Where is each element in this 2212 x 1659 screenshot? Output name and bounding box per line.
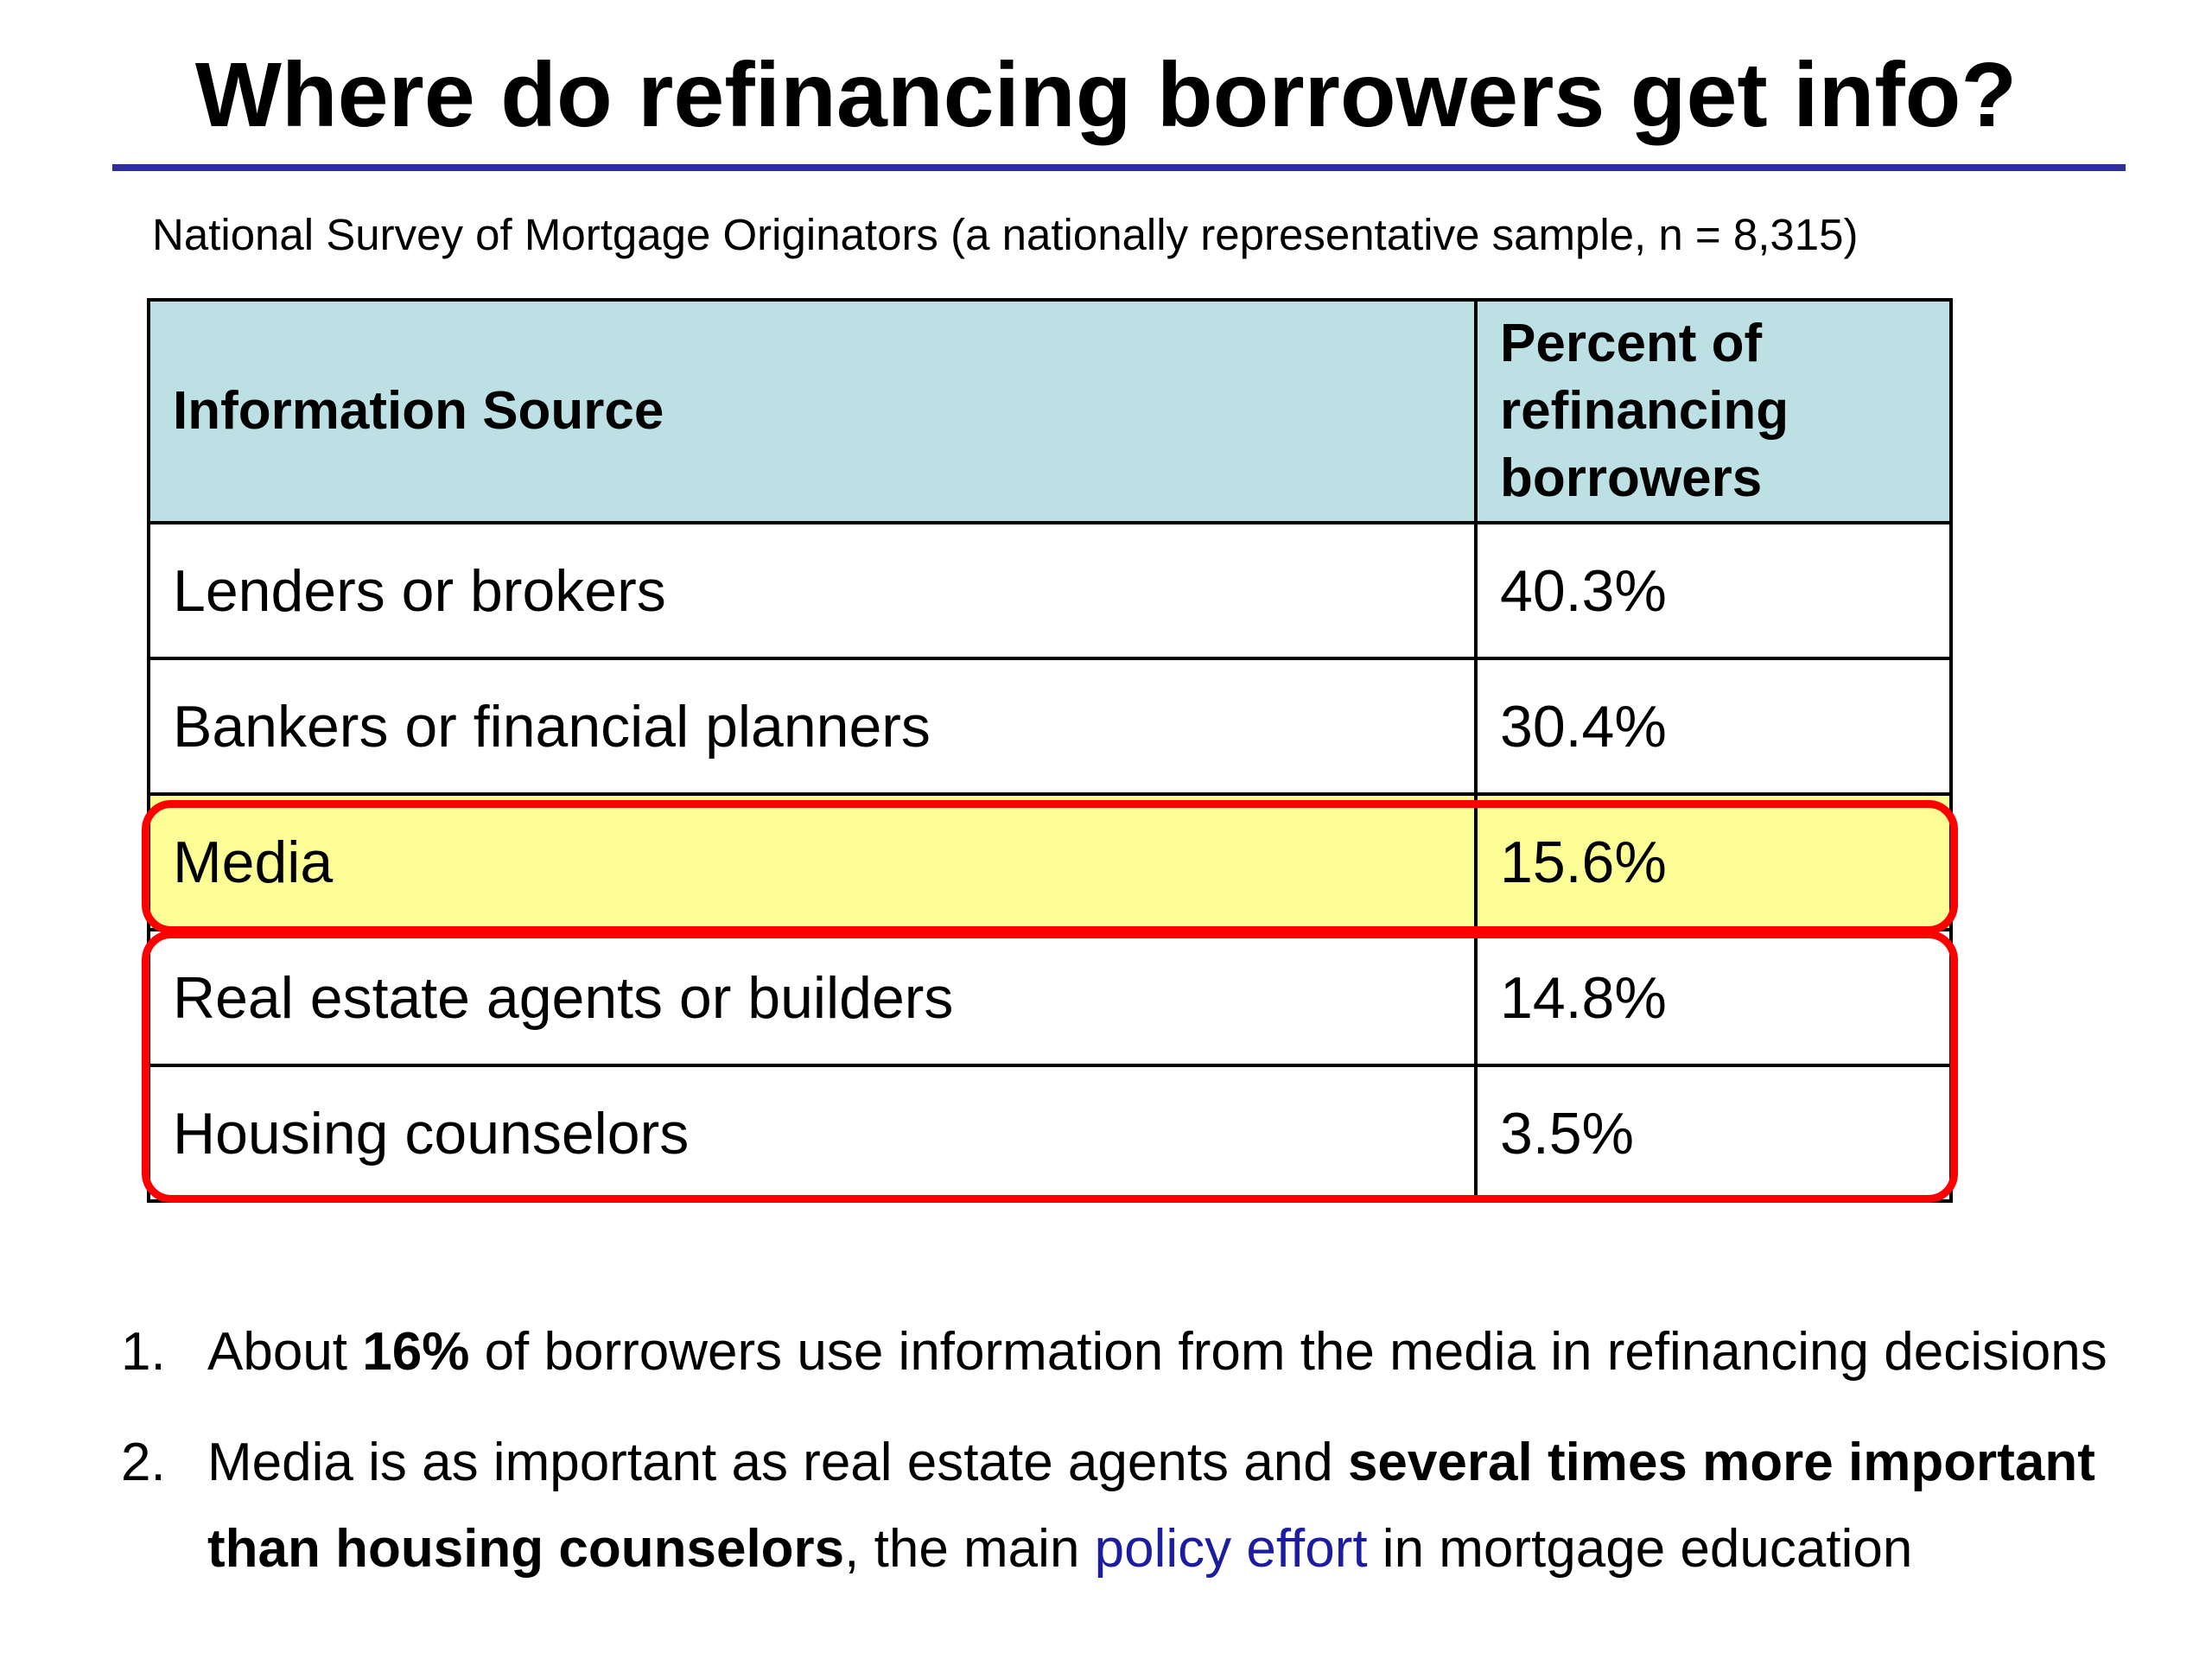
policy-effort-link[interactable]: policy effort bbox=[1094, 1519, 1368, 1579]
finding-text: , the main bbox=[844, 1519, 1095, 1579]
table-row: Bankers or financial planners 30.4% bbox=[147, 657, 1953, 796]
table-row-highlighted: Media 15.6% bbox=[147, 792, 1953, 931]
row-percent-cell: 15.6% bbox=[1474, 792, 1953, 931]
finding-text: Media is as important as real estate age… bbox=[207, 1433, 1348, 1492]
table-row: Housing counselors 3.5% bbox=[147, 1064, 1953, 1203]
row-source-cell: Media bbox=[147, 792, 1478, 931]
finding-number: 1. bbox=[121, 1322, 166, 1382]
row-percent-cell: 30.4% bbox=[1474, 657, 1953, 796]
finding-number: 2. bbox=[121, 1433, 166, 1492]
row-source-cell: Bankers or financial planners bbox=[147, 657, 1478, 796]
row-percent-cell: 14.8% bbox=[1474, 928, 1953, 1067]
title-divider bbox=[112, 164, 2126, 171]
table-header-row: Information Source Percent of refinancin… bbox=[147, 298, 1953, 524]
header-information-source: Information Source bbox=[147, 298, 1478, 524]
table-row: Lenders or brokers 40.3% bbox=[147, 521, 1953, 660]
finding-emphasis: 16% bbox=[362, 1322, 470, 1382]
finding-item: 1. About 16% of borrowers use informatio… bbox=[121, 1309, 2195, 1395]
finding-text: in mortgage education bbox=[1367, 1519, 1913, 1579]
row-source-cell: Real estate agents or builders bbox=[147, 928, 1478, 1067]
survey-subtitle: National Survey of Mortgage Originators … bbox=[152, 210, 1859, 259]
row-percent-cell: 40.3% bbox=[1474, 521, 1953, 660]
row-percent-cell: 3.5% bbox=[1474, 1064, 1953, 1203]
slide-title: Where do refinancing borrowers get info? bbox=[194, 44, 2018, 146]
finding-emphasis: several times more important than housin… bbox=[207, 1433, 2095, 1579]
finding-text: About bbox=[207, 1322, 363, 1382]
information-source-table: Information Source Percent of refinancin… bbox=[147, 298, 1953, 1203]
findings-list: 1. About 16% of borrowers use informatio… bbox=[121, 1309, 2195, 1592]
header-percent-borrowers: Percent of refinancing borrowers bbox=[1474, 298, 1953, 524]
row-source-cell: Lenders or brokers bbox=[147, 521, 1478, 660]
row-source-cell: Housing counselors bbox=[147, 1064, 1478, 1203]
finding-item: 2. Media is as important as real estate … bbox=[121, 1420, 2195, 1592]
finding-text: of borrowers use information from the me… bbox=[469, 1322, 2107, 1382]
table-row: Real estate agents or builders 14.8% bbox=[147, 928, 1953, 1067]
